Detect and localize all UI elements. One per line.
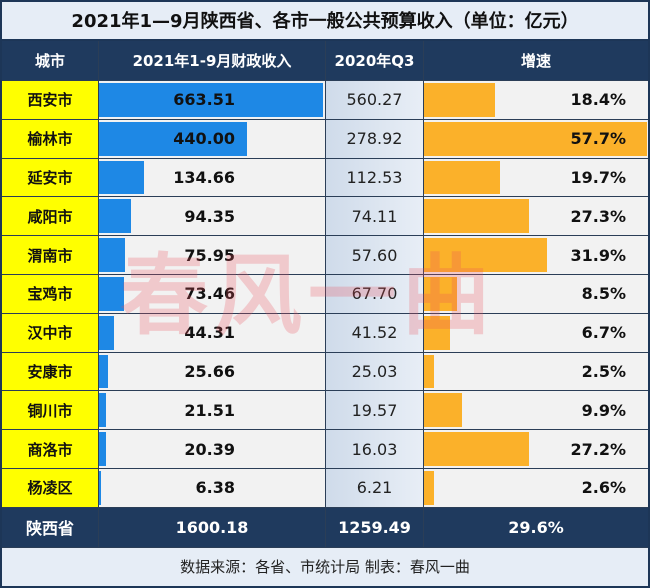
city-cell: 安康市 (2, 352, 99, 391)
city-cell: 延安市 (2, 158, 99, 197)
growth-bar (424, 199, 530, 234)
q3-cell: 6.21 (326, 468, 424, 507)
q3-cell: 16.03 (326, 430, 424, 468)
revenue-bar (99, 199, 131, 234)
revenue-cell: 94.35 (99, 197, 326, 236)
growth-bar (424, 432, 530, 466)
table-row: 铜川市 21.51 19.57 9.9% (2, 391, 648, 431)
city-cell: 汉中市 (2, 313, 99, 352)
city-cell: 榆林市 (2, 119, 99, 158)
growth-cell: 9.9% (424, 391, 648, 430)
growth-bar (424, 238, 548, 272)
q3-cell: 278.92 (326, 119, 424, 158)
growth-cell: 2.6% (424, 468, 648, 507)
revenue-cell: 21.51 (99, 391, 326, 430)
growth-cell: 2.5% (424, 352, 648, 391)
revenue-bar (99, 393, 107, 428)
revenue-bar (99, 238, 125, 272)
total-growth: 29.6% (508, 517, 564, 537)
growth-cell: 27.3% (424, 197, 648, 236)
revenue-cell: 6.38 (99, 468, 326, 507)
total-revenue: 1600.18 (99, 507, 326, 547)
revenue-cell: 663.51 (99, 81, 326, 119)
revenue-bar (99, 160, 145, 195)
q3-cell: 57.60 (326, 236, 424, 274)
city-cell: 宝鸡市 (2, 274, 99, 313)
city-cell: 渭南市 (2, 236, 99, 274)
table-row: 榆林市 440.00 278.92 57.7% (2, 119, 648, 159)
growth-bar (424, 83, 496, 117)
total-row: 陕西省 1600.18 1259.49 29.6% (2, 507, 648, 548)
growth-cell: 27.2% (424, 430, 648, 468)
growth-bar (424, 470, 435, 505)
revenue-bar (99, 432, 106, 466)
city-cell: 咸阳市 (2, 197, 99, 236)
header-city: 城市 (2, 41, 99, 80)
city-cell: 杨凌区 (2, 468, 99, 507)
growth-cell: 8.5% (424, 274, 648, 313)
growth-bar (424, 276, 457, 311)
revenue-bar (99, 121, 248, 156)
growth-bar (424, 315, 450, 350)
growth-bar (424, 354, 434, 389)
table-row: 汉中市 44.31 41.52 6.7% (2, 313, 648, 353)
table-row: 杨凌区 6.38 6.21 2.6% (2, 468, 648, 508)
growth-bar (424, 160, 501, 195)
table-row: 西安市 663.51 560.27 18.4% (2, 81, 648, 120)
footer-source: 数据来源：各省、市统计局 制表：春风一曲 (2, 547, 648, 586)
q3-cell: 25.03 (326, 352, 424, 391)
growth-cell: 31.9% (424, 236, 648, 274)
city-cell: 商洛市 (2, 430, 99, 468)
growth-cell: 57.7% (424, 119, 648, 158)
growth-cell: 6.7% (424, 313, 648, 352)
header-revenue: 2021年1-9月财政收入 (99, 41, 326, 80)
q3-cell: 74.11 (326, 197, 424, 236)
growth-bar (424, 393, 463, 428)
revenue-cell: 44.31 (99, 313, 326, 352)
revenue-cell: 25.66 (99, 352, 326, 391)
q3-cell: 67.70 (326, 274, 424, 313)
city-cell: 铜川市 (2, 391, 99, 430)
revenue-cell: 134.66 (99, 158, 326, 197)
revenue-bar (99, 276, 124, 311)
table-row: 商洛市 20.39 16.03 27.2% (2, 430, 648, 469)
header-row: 城市 2021年1-9月财政收入 2020年Q3 增速 (2, 41, 648, 81)
total-q3: 1259.49 (326, 507, 424, 547)
city-cell: 西安市 (2, 81, 99, 119)
revenue-cell: 75.95 (99, 236, 326, 274)
table-row: 咸阳市 94.35 74.11 27.3% (2, 197, 648, 237)
table-body: 西安市 663.51 560.27 18.4% 榆林市 440.00 278.92… (2, 81, 648, 508)
header-growth: 增速 (520, 52, 551, 70)
q3-cell: 560.27 (326, 81, 424, 119)
q3-cell: 19.57 (326, 391, 424, 430)
table-row: 宝鸡市 73.46 67.70 8.5% (2, 274, 648, 314)
table-row: 渭南市 75.95 57.60 31.9% (2, 236, 648, 275)
revenue-cell: 73.46 (99, 274, 326, 313)
table-row: 安康市 25.66 25.03 2.5% (2, 352, 648, 392)
growth-cell: 18.4% (424, 81, 648, 119)
q3-cell: 41.52 (326, 313, 424, 352)
revenue-cell: 20.39 (99, 430, 326, 468)
table-row: 延安市 134.66 112.53 19.7% (2, 158, 648, 198)
q3-cell: 112.53 (326, 158, 424, 197)
revenue-bar (99, 354, 108, 389)
table-title: 2021年1—9月陕西省、各市一般公共预算收入（单位：亿元） (2, 2, 648, 41)
growth-cell: 19.7% (424, 158, 648, 197)
growth-bar (424, 121, 647, 156)
revenue-bar (99, 470, 102, 505)
revenue-bar (99, 83, 323, 117)
header-q3: 2020年Q3 (326, 41, 424, 80)
total-city: 陕西省 (2, 507, 99, 547)
revenue-cell: 440.00 (99, 119, 326, 158)
revenue-bar (99, 315, 114, 350)
